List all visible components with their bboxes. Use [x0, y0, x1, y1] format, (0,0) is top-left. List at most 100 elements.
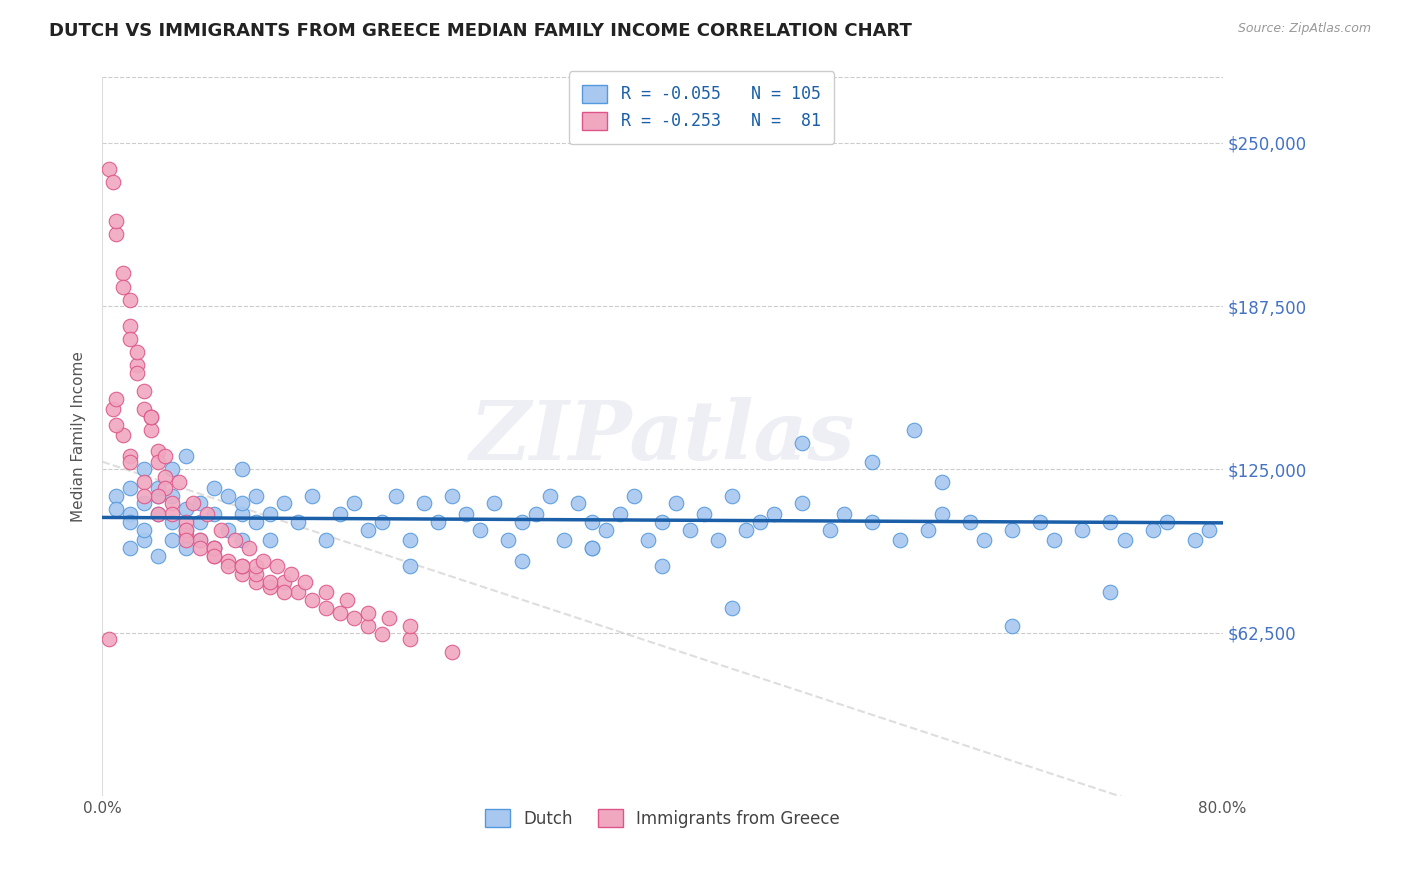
Point	[357, 523, 380, 537]
Point	[252, 554, 274, 568]
Point	[931, 507, 953, 521]
Point	[1001, 523, 1024, 537]
Point	[188, 541, 211, 555]
Point	[917, 523, 939, 537]
Point	[120, 507, 142, 521]
Point	[105, 489, 128, 503]
Point	[294, 574, 316, 589]
Point	[174, 533, 197, 547]
Point	[441, 645, 464, 659]
Point	[245, 489, 267, 503]
Point	[224, 533, 246, 547]
Point	[148, 549, 170, 563]
Point	[231, 566, 253, 581]
Point	[581, 515, 603, 529]
Point	[103, 175, 125, 189]
Point	[148, 507, 170, 521]
Point	[280, 566, 302, 581]
Point	[399, 559, 422, 574]
Point	[134, 489, 156, 503]
Point	[174, 523, 197, 537]
Point	[202, 481, 225, 495]
Point	[134, 533, 156, 547]
Point	[245, 559, 267, 574]
Point	[160, 496, 183, 510]
Text: Source: ZipAtlas.com: Source: ZipAtlas.com	[1237, 22, 1371, 36]
Point	[693, 507, 716, 521]
Point	[160, 515, 183, 529]
Point	[141, 410, 163, 425]
Point	[195, 507, 218, 521]
Point	[609, 507, 631, 521]
Point	[862, 454, 884, 468]
Point	[484, 496, 506, 510]
Point	[721, 489, 744, 503]
Point	[498, 533, 520, 547]
Point	[112, 428, 135, 442]
Point	[385, 489, 408, 503]
Point	[343, 496, 366, 510]
Point	[245, 566, 267, 581]
Point	[148, 489, 170, 503]
Point	[301, 593, 323, 607]
Point	[238, 541, 260, 555]
Point	[120, 515, 142, 529]
Point	[273, 574, 295, 589]
Point	[273, 496, 295, 510]
Point	[174, 541, 197, 555]
Point	[231, 507, 253, 521]
Point	[148, 444, 170, 458]
Point	[427, 515, 450, 529]
Point	[160, 462, 183, 476]
Point	[134, 496, 156, 510]
Point	[336, 593, 359, 607]
Point	[834, 507, 856, 521]
Point	[112, 279, 135, 293]
Point	[595, 523, 617, 537]
Point	[209, 523, 232, 537]
Point	[155, 470, 177, 484]
Point	[301, 489, 323, 503]
Point	[148, 454, 170, 468]
Point	[651, 559, 673, 574]
Point	[202, 541, 225, 555]
Point	[470, 523, 492, 537]
Point	[287, 515, 309, 529]
Y-axis label: Median Family Income: Median Family Income	[72, 351, 86, 522]
Point	[148, 489, 170, 503]
Point	[512, 554, 534, 568]
Point	[749, 515, 772, 529]
Point	[665, 496, 688, 510]
Point	[792, 496, 814, 510]
Point	[167, 475, 190, 490]
Point	[134, 475, 156, 490]
Point	[105, 227, 128, 242]
Point	[581, 541, 603, 555]
Point	[120, 332, 142, 346]
Point	[188, 515, 211, 529]
Point	[315, 585, 337, 599]
Text: ZIPatlas: ZIPatlas	[470, 397, 855, 476]
Point	[134, 384, 156, 398]
Point	[721, 601, 744, 615]
Point	[735, 523, 758, 537]
Point	[959, 515, 981, 529]
Point	[378, 611, 401, 625]
Point	[134, 402, 156, 417]
Point	[973, 533, 995, 547]
Point	[538, 489, 561, 503]
Point	[456, 507, 478, 521]
Point	[103, 402, 125, 417]
Point	[188, 496, 211, 510]
Point	[105, 417, 128, 432]
Point	[371, 515, 394, 529]
Point	[399, 533, 422, 547]
Point	[174, 450, 197, 464]
Point	[105, 501, 128, 516]
Point	[98, 632, 121, 647]
Point	[181, 496, 204, 510]
Point	[141, 410, 163, 425]
Point	[371, 627, 394, 641]
Point	[329, 507, 352, 521]
Point	[120, 293, 142, 307]
